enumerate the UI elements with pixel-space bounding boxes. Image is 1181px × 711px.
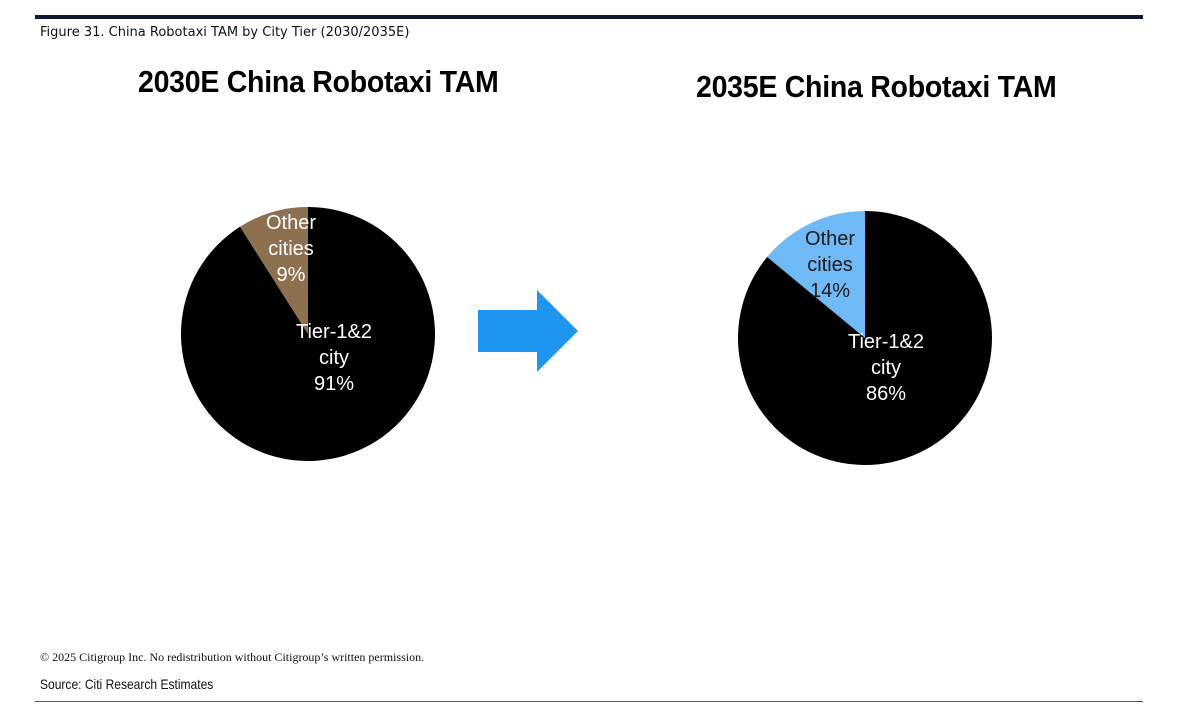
slice-label-line: Other (805, 228, 855, 250)
slice-label-line: 14% (810, 280, 850, 302)
slice-label-line: 86% (866, 383, 906, 405)
slice-label-other-cities: Other cities 9% (266, 212, 316, 286)
pie-slice-tier-1-2-city (181, 207, 435, 461)
chart-title-2030: 2030E China Robotaxi TAM (138, 64, 499, 99)
slice-label-line: cities (268, 238, 314, 260)
slice-label-line: Tier-1&2 (296, 321, 372, 343)
slice-label-line: Tier-1&2 (848, 331, 924, 353)
slice-label-other-cities: Other cities 14% (805, 228, 855, 302)
slice-label-line: Other (266, 212, 316, 234)
pie-chart-2035: Other cities 14% Tier-1&2 city 86% (738, 211, 992, 465)
slice-label-line: 91% (314, 373, 354, 395)
chart-title-2035: 2035E China Robotaxi TAM (696, 69, 1057, 104)
slice-label-line: 9% (277, 264, 306, 286)
pie-slice-tier-1-2-city (738, 211, 992, 465)
source-note: Source: Citi Research Estimates (40, 676, 214, 692)
pie-chart-2030: Other cities 9% Tier-1&2 city 91% (181, 207, 435, 461)
right-arrow-icon (478, 290, 578, 372)
copyright-notice: © 2025 Citigroup Inc. No redistribution … (40, 650, 425, 664)
bottom-rule (35, 701, 1143, 702)
slice-label-line: cities (807, 254, 853, 276)
slice-label-tier-1-2-city: Tier-1&2 city 91% (296, 321, 372, 395)
figure-title: Figure 31. China Robotaxi TAM by City Ti… (40, 25, 410, 40)
pie-slice-other-cities (239, 207, 308, 334)
slice-label-tier-1-2-city: Tier-1&2 city 86% (848, 331, 924, 405)
top-rule (35, 15, 1143, 19)
pie-slice-other-cities (767, 211, 865, 338)
slice-label-line: city (319, 347, 349, 369)
slice-label-line: city (871, 357, 901, 379)
